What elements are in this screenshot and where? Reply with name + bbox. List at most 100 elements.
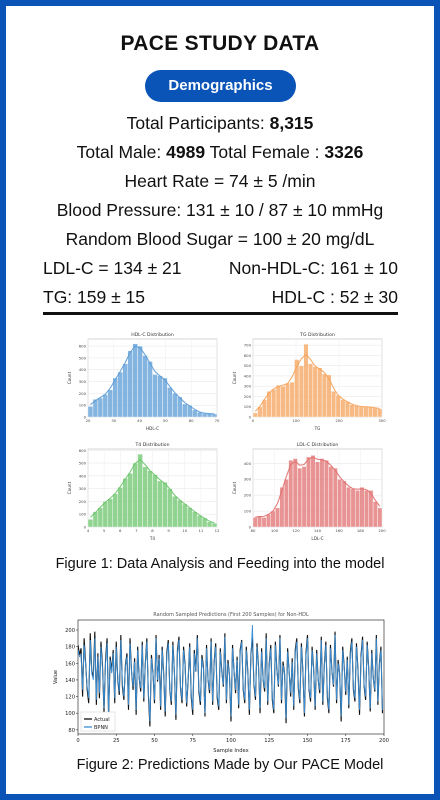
histogram-bar [271,389,277,418]
y-tick-label: 500 [244,363,252,368]
x-tick-label: 50 [151,738,158,744]
histogram-bar [364,490,369,528]
density-curve [255,456,381,518]
x-tick-label: 125 [264,738,274,744]
figure1-caption: Figure 1: Data Analysis and Feeding into… [55,556,385,572]
participants-value: 8,315 [269,113,314,133]
histogram-bar [321,373,327,418]
histogram-bar [261,517,267,528]
histogram-bar [372,501,378,528]
histogram-bar [187,507,193,528]
stat-ldl: LDL-C = 134 ± 21 [43,258,182,278]
x-tick-label: 60 [189,418,194,423]
histogram-svg: LDL-C Distribution 0 100 200 300 400 80 100 120 1… [232,442,386,541]
y-axis-label: Count [232,481,237,494]
histogram-svg: HDL-C Distribution 0 100 200 300 400 500 600 20 3… [67,332,220,431]
histogram-bar [323,459,329,528]
legend-label: Actual [94,717,110,723]
y-tick-label: 200 [244,394,252,399]
y-tick-label: 80 [68,728,75,734]
x-tick-label: 8 [151,528,154,533]
histogram-bar [377,408,383,418]
stat-non-hdl: Non-HDL-C: 161 ± 10 [228,258,398,278]
divider [43,312,398,315]
x-tick-label: 10 [182,528,187,533]
histogram-bar [377,507,383,528]
y-tick-label: 400 [244,461,252,466]
x-tick-label: 140 [314,528,322,533]
figure1-histograms: HDL-C Distribution 0 100 200 300 400 500 600 20 3… [66,328,386,543]
histogram-bar [332,467,338,528]
histogram-bar [87,406,94,418]
histogram-bar [335,395,341,418]
histogram-bar [122,478,128,528]
histogram-bar [340,399,346,418]
y-tick-label: 160 [65,661,75,667]
histogram-bar [354,405,360,418]
histogram-bar [182,403,188,418]
histogram-bar [132,343,138,418]
histogram-bar [191,409,198,418]
y-tick-label: 300 [244,477,252,482]
histogram-bar [211,522,218,528]
histogram-bar [102,394,109,418]
histogram-bar [319,458,325,528]
series-line-bpnn [78,624,383,722]
histogram-bar [127,350,133,418]
y-tick-label: 100 [79,512,87,517]
x-tick-label: 120 [292,528,300,533]
y-tick-label: 200 [65,628,75,634]
x-axis-label: TG [314,426,321,431]
histogram-svg: T4 Distribution 0 100 200 300 400 500 600 4 5 6 7 8 9… [67,442,220,541]
histogram-bar [172,496,178,528]
histogram-bar [172,393,178,418]
histogram-bar [97,397,104,418]
histogram-bar [206,521,213,528]
ldl-histogram: LDL-C Distribution 0 100 200 300 400 80 100 120 1… [231,438,386,542]
histogram-bar [346,487,352,528]
histogram-bar [252,517,258,528]
x-tick-label: 20 [86,418,91,423]
histogram-bar [275,507,280,528]
histogram-bar [270,510,276,528]
histogram-bar [137,453,143,528]
x-tick-label: 70 [215,418,220,423]
histogram-bar [344,401,350,418]
x-tick-label: 100 [271,528,279,533]
histogram-bar [162,482,168,528]
male-label: Total Male: [76,142,162,162]
y-axis-label: Count [67,371,72,384]
histogram-bar [152,374,158,418]
histogram-bar [283,479,289,528]
y-tick-label: 100 [244,509,252,514]
chart-title: LDL-C Distribution [297,442,339,448]
histogram-bar [107,498,114,528]
histogram-bar [147,470,153,528]
prediction-svg: Random Sampled Predictions (First 200 Sa… [53,612,389,754]
legend: Actual BPNN [80,711,116,732]
chart-title: Random Sampled Predictions (First 200 Sa… [153,612,309,618]
histogram-bar [97,507,104,528]
x-tick-label: 11 [198,528,203,533]
y-tick-label: 600 [79,448,87,453]
density-curve [254,353,380,412]
histogram-bar [122,363,128,418]
x-tick-label: 5 [103,528,106,533]
x-tick-label: 40 [137,418,142,423]
histogram-bar [152,474,158,528]
y-tick-label: 300 [79,486,87,491]
histogram-bar [102,501,109,528]
figure2-prediction-chart: Random Sampled Predictions (First 200 Sa… [50,608,390,756]
y-tick-label: 200 [244,493,252,498]
x-tick-label: 150 [303,738,313,744]
y-axis-label: Count [67,481,72,494]
stat-hdl: HDL-C : 52 ± 30 [271,287,398,307]
histogram-bar [167,387,173,418]
histogram-bar [142,355,148,418]
y-tick-label: 300 [244,384,252,389]
histogram-bar [137,345,143,418]
y-tick-label: 200 [79,499,87,504]
x-tick-label: 0 [76,738,79,744]
histogram-bar [177,499,183,528]
y-tick-label: 140 [65,678,75,684]
